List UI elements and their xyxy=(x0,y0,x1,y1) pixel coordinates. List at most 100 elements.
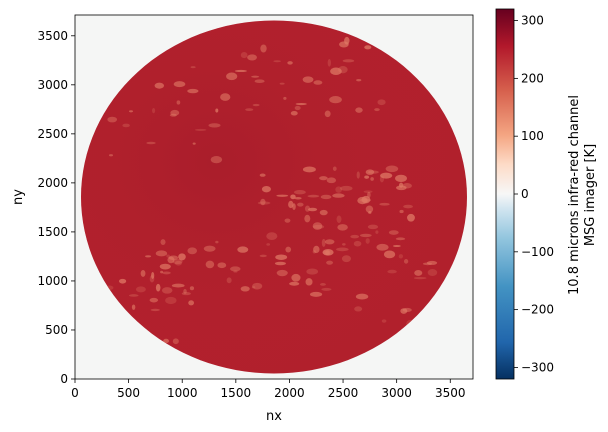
cloud-patch-48 xyxy=(285,246,292,253)
y-axis: 0 500 1000 1500 2000 2500 3000 3500 xyxy=(37,29,75,386)
cloud-patch-44 xyxy=(290,194,296,200)
cloud-patch-114 xyxy=(155,250,168,257)
cloud-patch-38 xyxy=(304,205,311,212)
cloud-patch-20 xyxy=(375,230,379,234)
cloud-patch-184 xyxy=(146,141,156,145)
cloud-patch-1 xyxy=(337,224,348,231)
y-tick-label-6: 3000 xyxy=(37,78,68,92)
cloud-patch-51 xyxy=(396,185,407,191)
cloud-patch-62 xyxy=(307,194,320,198)
cloud-patch-15 xyxy=(297,202,304,207)
cloud-patch-128 xyxy=(188,300,195,306)
cloud-patch-113 xyxy=(135,286,146,293)
cloud-patch-59 xyxy=(365,205,374,213)
cloud-patch-194 xyxy=(413,276,427,280)
cloud-patch-152 xyxy=(240,51,248,59)
cloud-patch-33 xyxy=(302,166,316,173)
cloud-patch-36 xyxy=(324,239,335,245)
y-tick-label-5: 2500 xyxy=(37,127,68,141)
cloud-patch-149 xyxy=(324,110,331,118)
cloud-patch-134 xyxy=(128,294,139,297)
cloud-patch-137 xyxy=(356,78,362,82)
cloud-patch-72 xyxy=(309,291,323,297)
cloud-patch-98 xyxy=(252,282,263,290)
cloud-patch-198 xyxy=(426,260,438,265)
cloud-patch-90 xyxy=(203,245,216,252)
x-axis-label: nx xyxy=(266,409,282,424)
cloud-patch-112 xyxy=(145,255,152,258)
cloud-patch-183 xyxy=(210,156,223,164)
cloud-patch-92 xyxy=(289,281,300,286)
cloud-patch-25 xyxy=(403,204,413,209)
cloud-patch-110 xyxy=(172,258,183,265)
cloud-patch-160 xyxy=(327,58,331,67)
cloud-patch-163 xyxy=(283,96,287,100)
cloud-patch-158 xyxy=(254,79,265,84)
cloud-patch-7 xyxy=(304,214,311,223)
cloud-patch-122 xyxy=(178,253,186,261)
cloud-patch-82 xyxy=(168,255,179,261)
cloud-patch-126 xyxy=(151,272,155,279)
cloud-patch-144 xyxy=(313,80,323,85)
cloud-patch-100 xyxy=(217,262,227,269)
cloud-patch-99 xyxy=(205,260,215,269)
y-tick-label-0: 0 xyxy=(60,372,68,386)
cloud-patch-188 xyxy=(383,250,396,259)
cloud-patch-95 xyxy=(159,263,171,270)
cloud-patch-17 xyxy=(321,238,326,247)
cloud-patch-28 xyxy=(276,194,289,197)
colorbar-label-line2: MSG imager [K] xyxy=(583,144,598,246)
cloud-patch-75 xyxy=(342,243,346,246)
cloud-patch-159 xyxy=(279,82,285,85)
cloud-patch-173 xyxy=(173,81,186,88)
cloud-patch-96 xyxy=(325,250,331,256)
cloud-patch-35 xyxy=(340,185,353,191)
cloud-patch-197 xyxy=(355,293,369,300)
cloud-patch-118 xyxy=(131,304,136,310)
cloud-patch-74 xyxy=(321,287,332,291)
cloud-patch-52 xyxy=(402,183,412,189)
x-tick-label-5: 2500 xyxy=(328,386,359,400)
cloud-patch-176 xyxy=(192,142,196,145)
cloud-patch-39 xyxy=(294,196,302,200)
cloud-patches xyxy=(86,36,438,345)
cloud-patch-41 xyxy=(261,186,271,193)
cloud-patch-85 xyxy=(165,296,177,305)
cloud-patch-97 xyxy=(230,266,241,272)
cloud-patch-109 xyxy=(215,240,219,244)
y-axis-label: ny xyxy=(11,189,26,205)
cloud-patch-165 xyxy=(220,93,231,101)
cloud-patch-32 xyxy=(367,224,379,230)
cloud-patch-19 xyxy=(395,174,407,183)
cloud-patch-80 xyxy=(291,273,301,282)
cloud-patch-132 xyxy=(149,275,155,283)
cloud-patch-105 xyxy=(319,283,326,286)
y-tick-label-4: 2000 xyxy=(37,176,68,190)
cloud-patch-54 xyxy=(357,196,368,205)
cloud-patch-153 xyxy=(294,105,301,111)
cloud-patch-43 xyxy=(257,201,271,205)
cloud-patch-174 xyxy=(208,123,221,128)
cloud-patch-78 xyxy=(251,286,256,289)
cloud-patch-117 xyxy=(181,291,191,296)
cloud-patch-53 xyxy=(319,209,328,216)
colorbar-label-line1: 10.8 microns infra-red channel xyxy=(567,95,582,295)
cloud-patch-181 xyxy=(190,66,196,69)
cloud-patch-0 xyxy=(259,173,266,177)
cloud-patch-142 xyxy=(287,61,293,65)
cloud-patch-148 xyxy=(302,76,314,83)
cloud-patch-12 xyxy=(307,207,318,212)
cloud-patch-34 xyxy=(395,237,406,241)
cloud-patch-70 xyxy=(274,261,287,266)
x-tick-label-7: 3500 xyxy=(435,386,466,400)
colorbar-tick-label-5: 200 xyxy=(521,71,544,85)
cloud-patch-164 xyxy=(377,99,386,106)
cloud-patch-29 xyxy=(385,165,399,173)
cloud-patch-37 xyxy=(335,186,343,193)
x-axis: 0 500 1000 1500 2000 2500 3000 3500 xyxy=(71,379,466,400)
cloud-patch-154 xyxy=(290,111,298,116)
cloud-patch-150 xyxy=(234,69,248,73)
cloud-patch-191 xyxy=(381,319,387,323)
colorbar-tick-label-1: −200 xyxy=(521,303,554,317)
cloud-patch-103 xyxy=(183,289,187,294)
